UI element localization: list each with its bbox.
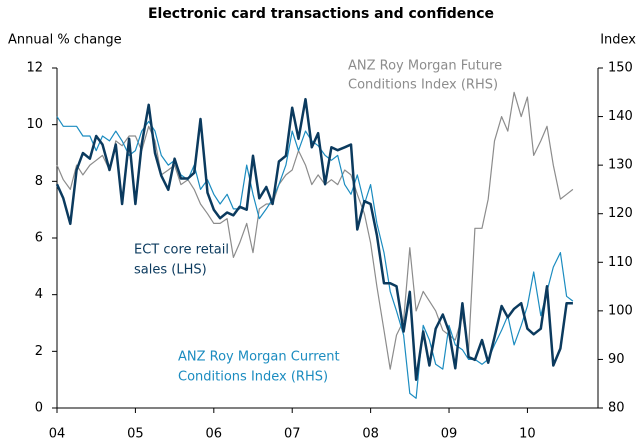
annotation-line: Conditions Index (RHS): [348, 78, 498, 93]
y2-tick-label: 130: [608, 158, 633, 173]
x-tick-label: 08: [362, 427, 379, 442]
y-tick-label: 10: [26, 117, 43, 132]
x-tick-label: 05: [127, 427, 144, 442]
y2-tick-label: 100: [608, 303, 633, 318]
y2-tick-label: 120: [608, 206, 633, 221]
y2-tick-label: 80: [608, 401, 625, 416]
y-tick-label: 6: [35, 231, 43, 246]
y2-axis-label: Index: [600, 33, 636, 48]
annotation-line: Conditions Index (RHS): [178, 370, 328, 385]
y2-tick-label: 90: [608, 352, 625, 367]
y-tick-label: 12: [26, 61, 43, 76]
x-tick-label: 06: [206, 427, 223, 442]
annotation-line: ANZ Roy Morgan Future: [348, 59, 502, 74]
line-series: [56, 91, 574, 370]
annotation: ECT core retail sales (LHS): [134, 243, 229, 278]
x-tick-label: 07: [284, 427, 301, 442]
annotation-line: ECT core retail: [134, 243, 229, 258]
chart-title: Electronic card transactions and confide…: [148, 6, 494, 22]
y-tick-label: 8: [35, 174, 43, 189]
annotation-line: ANZ Roy Morgan Current: [178, 350, 340, 365]
y-tick-label: 2: [35, 344, 43, 359]
annotation: ANZ Roy Morgan Current Conditions Index …: [178, 350, 340, 385]
line-series: [55, 97, 573, 381]
annotation: ANZ Roy Morgan Future Conditions Index (…: [348, 59, 502, 93]
y2-tick-label: 150: [608, 61, 633, 76]
y2-tick-label: 140: [608, 109, 633, 124]
annotation-line: sales (LHS): [134, 263, 207, 278]
y-axis-label: Annual % change: [8, 33, 122, 48]
y-tick-label: 0: [35, 401, 43, 416]
x-tick-label: 10: [519, 427, 536, 442]
y2-tick-label: 110: [608, 255, 633, 270]
x-tick-label: 04: [49, 427, 66, 442]
x-tick-label: 09: [441, 427, 458, 442]
y-tick-label: 4: [35, 287, 43, 302]
